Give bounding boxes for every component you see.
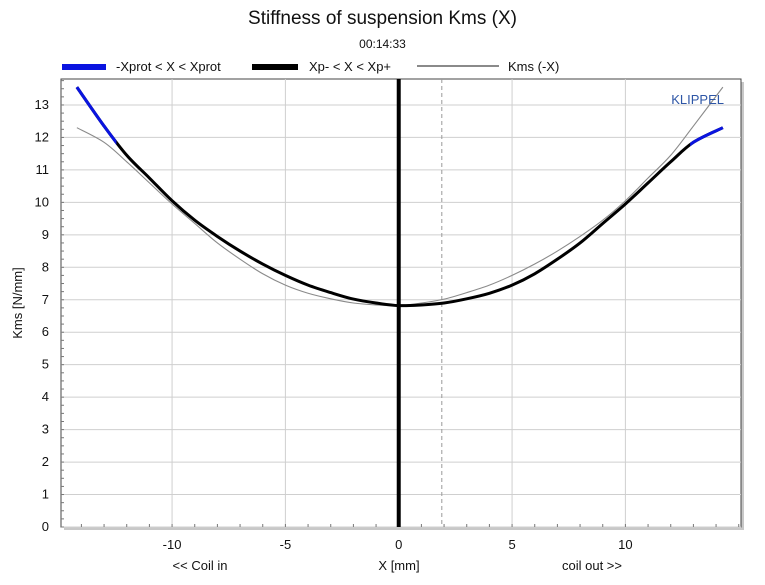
y-tick-label: 7: [42, 292, 49, 307]
x-tick-label: 5: [508, 537, 515, 552]
y-tick-label: 6: [42, 324, 49, 339]
y-tick-label: 4: [42, 389, 49, 404]
x-annotation-left: << Coil in: [173, 558, 228, 573]
y-tick-label: 5: [42, 357, 49, 372]
klippel-watermark: KLIPPEL: [671, 92, 724, 107]
y-tick-label: 9: [42, 227, 49, 242]
x-tick-label: 0: [395, 537, 402, 552]
y-tick-label: 13: [35, 97, 49, 112]
chart-title: Stiffness of suspension Kms (X): [248, 8, 517, 29]
y-tick-label: 8: [42, 259, 49, 274]
legend-label-xprot: -Xprot < X < Xprot: [116, 59, 221, 74]
legend-swatch-xprot: [62, 64, 106, 70]
y-tick-label: 12: [35, 129, 49, 144]
y-axis-label: Kms [N/mm]: [10, 267, 25, 339]
legend-label-xp: Xp- < X < Xp+: [309, 59, 392, 74]
legend-swatch-kms-neg: [417, 65, 499, 67]
y-tick-label: 11: [36, 162, 50, 177]
x-axis-label: X [mm]: [378, 558, 419, 573]
x-tick-label: 10: [618, 537, 632, 552]
y-tick-label: 10: [35, 194, 49, 209]
legend-label-kms-neg: Kms (-X): [508, 59, 560, 74]
y-tick-label: 2: [42, 454, 49, 469]
y-tick-label: 3: [42, 422, 49, 437]
x-tick-label: -10: [163, 537, 182, 552]
y-tick-label: 1: [42, 487, 49, 502]
series: [75, 86, 724, 308]
x-tick-label: -5: [280, 537, 292, 552]
minor-ticks: [61, 80, 740, 528]
plot-area: [60, 78, 742, 528]
x-annotation-right: coil out >>: [562, 558, 622, 573]
legend-swatch-xp: [252, 64, 298, 70]
chart-timestamp: 00:14:33: [359, 37, 406, 51]
series-line-kms-x: [75, 86, 724, 308]
y-tick-label: 0: [42, 519, 49, 534]
